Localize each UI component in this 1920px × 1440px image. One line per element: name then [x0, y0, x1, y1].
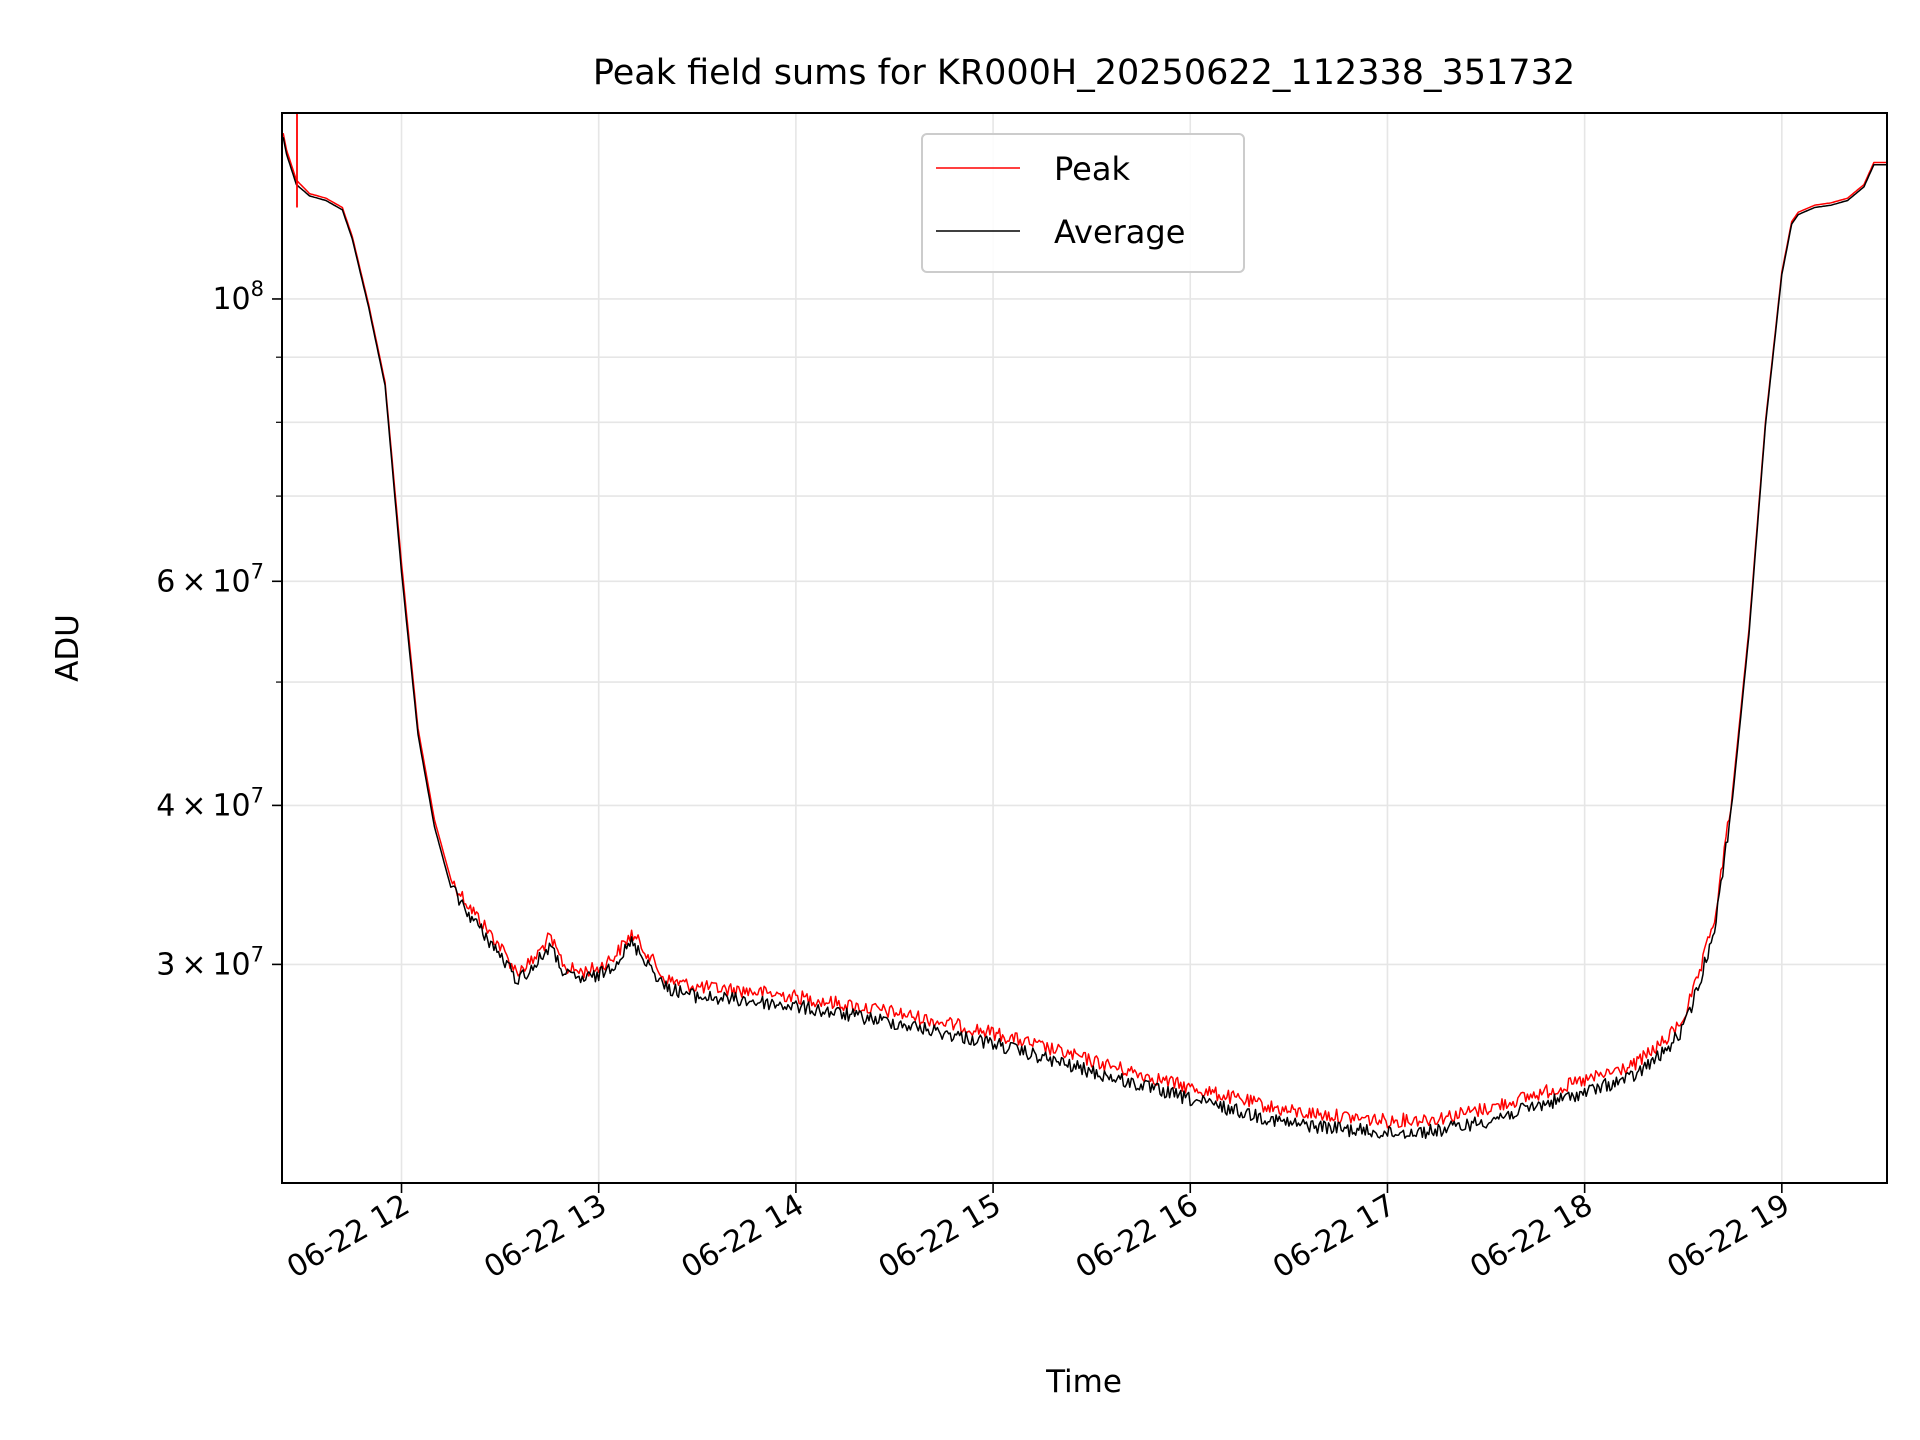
- x-tick-label: 06-22 12: [281, 1188, 415, 1286]
- legend-label-peak: Peak: [1054, 150, 1130, 188]
- y-axis-label: ADU: [50, 614, 86, 682]
- y-tick-label: 3 × 107: [156, 942, 264, 982]
- x-tick-label: 06-22 14: [676, 1188, 810, 1286]
- x-tick-label: 06-22 17: [1267, 1188, 1401, 1286]
- x-tick-label: 06-22 16: [1070, 1188, 1204, 1286]
- x-tick-label: 06-22 18: [1464, 1188, 1598, 1286]
- legend: Peak Average: [921, 133, 1245, 273]
- y-tick-label: 108: [212, 277, 264, 317]
- plot-frame: [281, 112, 1888, 1184]
- x-tick-label: 06-22 19: [1662, 1188, 1796, 1286]
- legend-label-average: Average: [1054, 213, 1185, 251]
- series-line-average: [282, 137, 1887, 1140]
- series-lines: [282, 113, 1887, 1140]
- series-line-peak: [282, 132, 1887, 1129]
- chart-title: Peak field sums for KR000H_20250622_1123…: [593, 53, 1575, 93]
- y-tick-label: 4 × 107: [156, 783, 264, 823]
- x-tick-label: 06-22 15: [873, 1188, 1007, 1286]
- x-tick-label: 06-22 13: [478, 1188, 612, 1286]
- x-axis-label: Time: [1045, 1364, 1122, 1400]
- y-tick-label: 6 × 107: [156, 559, 264, 599]
- grid-lines: [282, 113, 1887, 1183]
